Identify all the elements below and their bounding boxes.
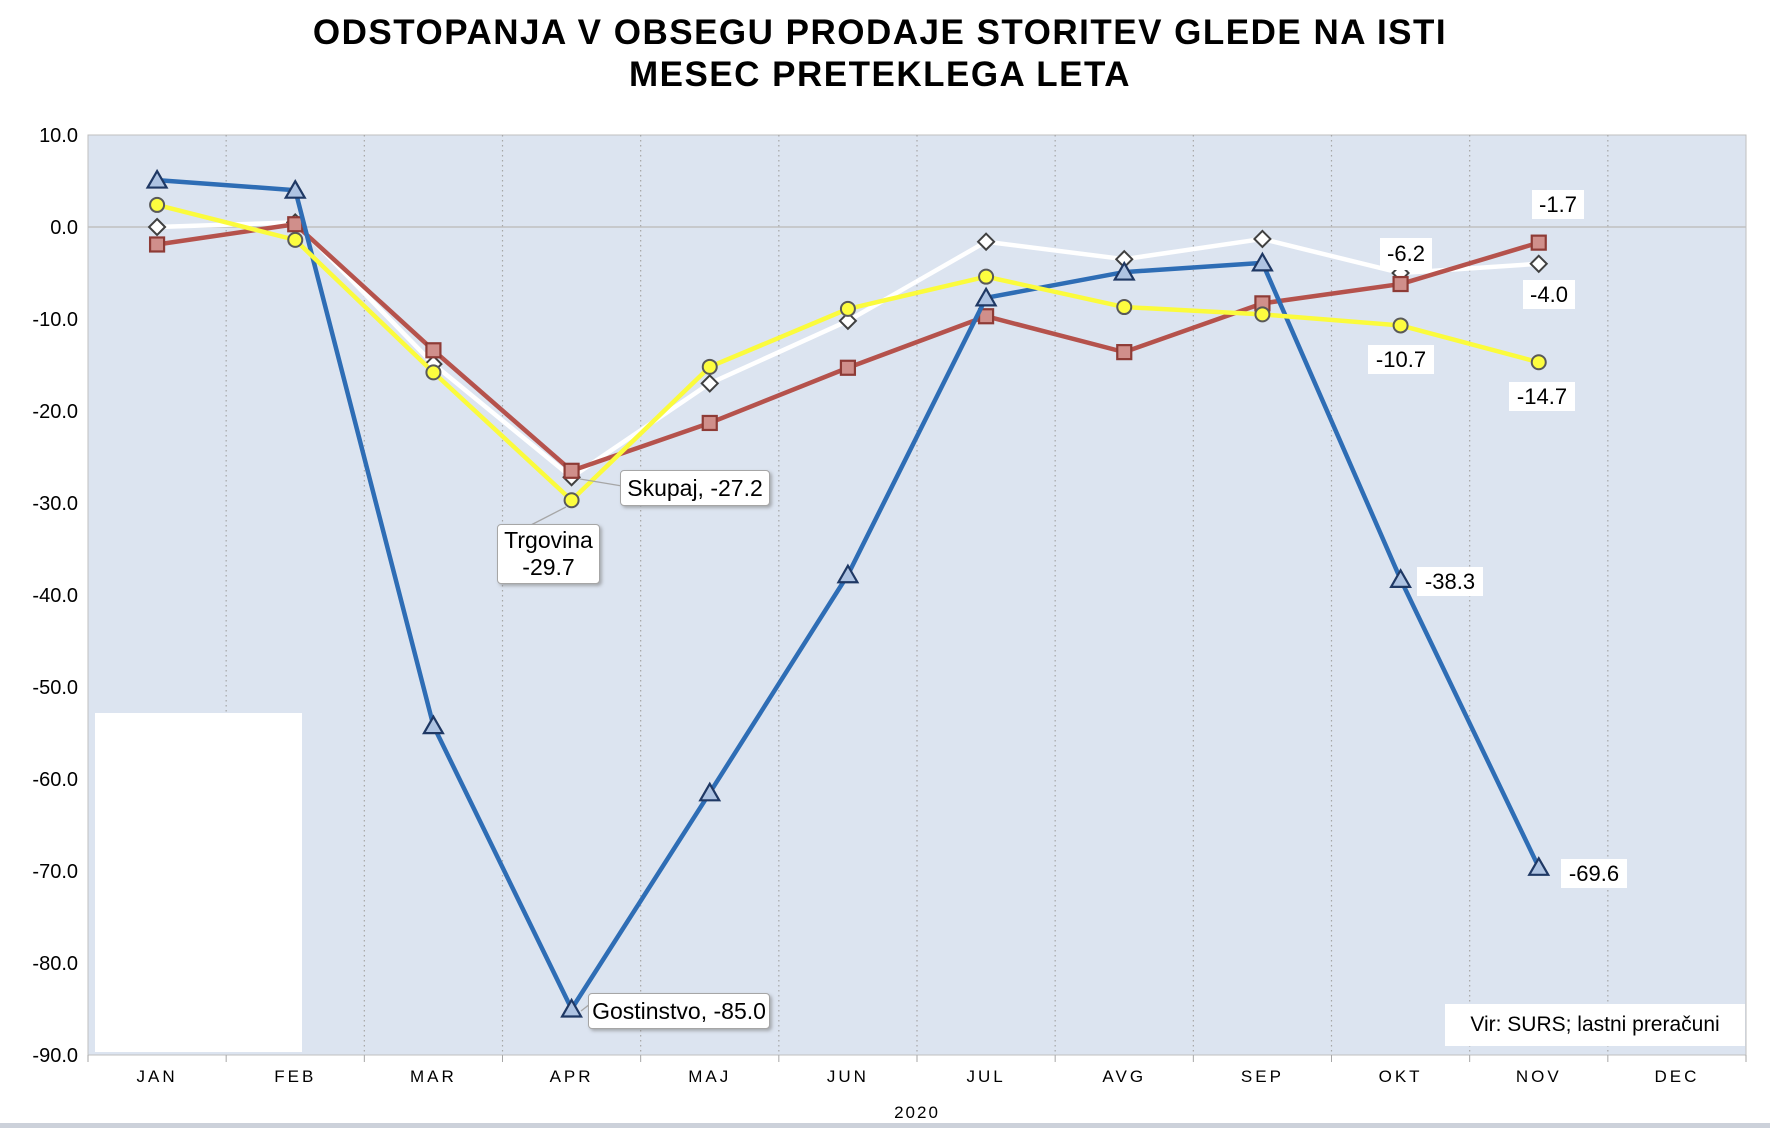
marker-gostinstvo-apr xyxy=(560,997,583,1018)
x-axis-year-label: 2020 xyxy=(894,1103,940,1122)
y-axis-label-3: -20.0 xyxy=(32,401,78,423)
marker-promet-in-skladi-enje-maj xyxy=(701,414,718,432)
window-bottom-edge xyxy=(0,1123,1770,1128)
x-axis-label-nov: NOV xyxy=(1516,1067,1562,1086)
marker-gostinstvo-okt xyxy=(1389,568,1412,588)
marker-skupaj-jul xyxy=(976,232,996,252)
marker-promet-in-skladi-enje-apr xyxy=(563,462,580,479)
marker-trgovina-jan xyxy=(149,196,166,213)
annotation-skupaj-apr: Skupaj, -27.2 xyxy=(620,470,770,506)
x-axis-label-okt: OKT xyxy=(1379,1067,1423,1086)
marker-promet-in-skladi-enje-avg xyxy=(1116,344,1133,361)
legend: SkupajPromet in skladiščenjeGostinstvoTr… xyxy=(95,713,302,1052)
marker-promet-in-skladi-enje-nov xyxy=(1530,234,1547,251)
marker-gostinstvo-jan xyxy=(145,168,169,189)
annotation-gostinstvo-nov: -69.6 xyxy=(1561,859,1627,888)
chart-title-line1: ODSTOPANJA V OBSEGU PRODAJE STORITEV GLE… xyxy=(312,13,1448,52)
x-axis-label-jan: JAN xyxy=(137,1067,178,1086)
y-axis-label-6: -50.0 xyxy=(32,677,78,699)
x-axis-label-jun: JUN xyxy=(827,1067,869,1086)
y-axis-label-0: 10.0 xyxy=(39,125,78,147)
marker-gostinstvo-mar xyxy=(422,714,445,735)
x-axis-label-dec: DEC xyxy=(1654,1067,1699,1086)
annotation-promet-okt: -6.2 xyxy=(1380,238,1432,270)
y-axis-label-7: -60.0 xyxy=(32,769,78,791)
marker-skupaj-sep xyxy=(1253,229,1272,249)
marker-gostinstvo-feb xyxy=(283,178,307,199)
marker-gostinstvo-sep xyxy=(1251,251,1274,272)
y-axis-label-10: -90.0 xyxy=(32,1045,78,1067)
marker-trgovina-feb xyxy=(287,231,304,248)
marker-trgovina-okt xyxy=(1392,317,1409,334)
x-axis-label-maj: MAJ xyxy=(688,1067,731,1086)
marker-gostinstvo-maj xyxy=(698,781,722,802)
source-note: Vir: SURS; lastni preračuni xyxy=(1445,1004,1745,1046)
annotation-trgovina-nov: -14.7 xyxy=(1509,382,1575,411)
source-note-text: Vir: SURS; lastni preračuni xyxy=(1470,1013,1720,1036)
chart-title-line2: MESEC PRETEKLEGA LETA xyxy=(628,55,1132,94)
y-axis-label-4: -30.0 xyxy=(32,493,78,515)
marker-trgovina-sep xyxy=(1254,306,1271,323)
marker-promet-in-skladi-enje-jan xyxy=(148,236,166,253)
annotation-leader-skupaj-apr xyxy=(579,478,623,487)
x-axis-label-jul: JUL xyxy=(966,1067,1005,1086)
marker-gostinstvo-nov xyxy=(1527,856,1551,876)
marker-gostinstvo-avg xyxy=(1112,260,1136,281)
x-axis-label-sep: SEP xyxy=(1241,1067,1284,1086)
marker-trgovina-apr xyxy=(563,492,580,509)
marker-skupaj-jun xyxy=(838,311,858,331)
marker-skupaj-maj xyxy=(700,373,720,393)
marker-gostinstvo-jun xyxy=(836,563,860,584)
marker-trgovina-nov xyxy=(1530,354,1547,371)
marker-trgovina-jun xyxy=(839,300,856,317)
y-axis-label-2: -10.0 xyxy=(32,309,78,331)
marker-skupaj-nov xyxy=(1529,254,1549,274)
annotation-trgovina-apr: Trgovina -29.7 xyxy=(497,524,600,584)
marker-trgovina-mar xyxy=(425,364,442,381)
x-axis-label-feb: FEB xyxy=(274,1067,316,1086)
x-axis-label-apr: APR xyxy=(550,1067,594,1086)
marker-trgovina-avg xyxy=(1116,299,1133,316)
annotation-leader-trgovina-apr xyxy=(530,506,567,526)
annotation-gostinstvo-apr: Gostinstvo, -85.0 xyxy=(588,993,770,1029)
annotation-promet-nov: -1.7 xyxy=(1532,190,1584,219)
annotation-trgovina-apr-line: Trgovina xyxy=(504,527,593,553)
chart-title: ODSTOPANJA V OBSEGU PRODAJE STORITEV GLE… xyxy=(0,12,1760,96)
marker-skupaj-jan xyxy=(147,217,167,237)
marker-promet-in-skladi-enje-jun xyxy=(839,359,857,376)
marker-gostinstvo-jul xyxy=(974,286,998,307)
x-axis-label-avg: AVG xyxy=(1102,1067,1146,1086)
annotation-trgovina-okt: -10.7 xyxy=(1368,345,1434,374)
annotation-skupaj-nov: -4.0 xyxy=(1523,280,1575,309)
y-axis-label-1: 0.0 xyxy=(50,217,78,239)
marker-promet-in-skladi-enje-okt xyxy=(1392,275,1409,293)
annotation-trgovina-apr-line: -29.7 xyxy=(522,554,575,580)
y-axis-label-8: -70.0 xyxy=(32,861,78,883)
y-axis-label-9: -80.0 xyxy=(32,953,78,975)
x-axis-label-mar: MAR xyxy=(410,1067,457,1086)
y-axis-label-5: -40.0 xyxy=(32,585,78,607)
marker-promet-in-skladi-enje-feb xyxy=(287,216,304,233)
annotation-gostinstvo-okt: -38.3 xyxy=(1417,567,1483,596)
marker-trgovina-maj xyxy=(701,358,718,375)
marker-trgovina-jul xyxy=(978,268,995,285)
marker-promet-in-skladi-enje-mar xyxy=(425,342,442,359)
